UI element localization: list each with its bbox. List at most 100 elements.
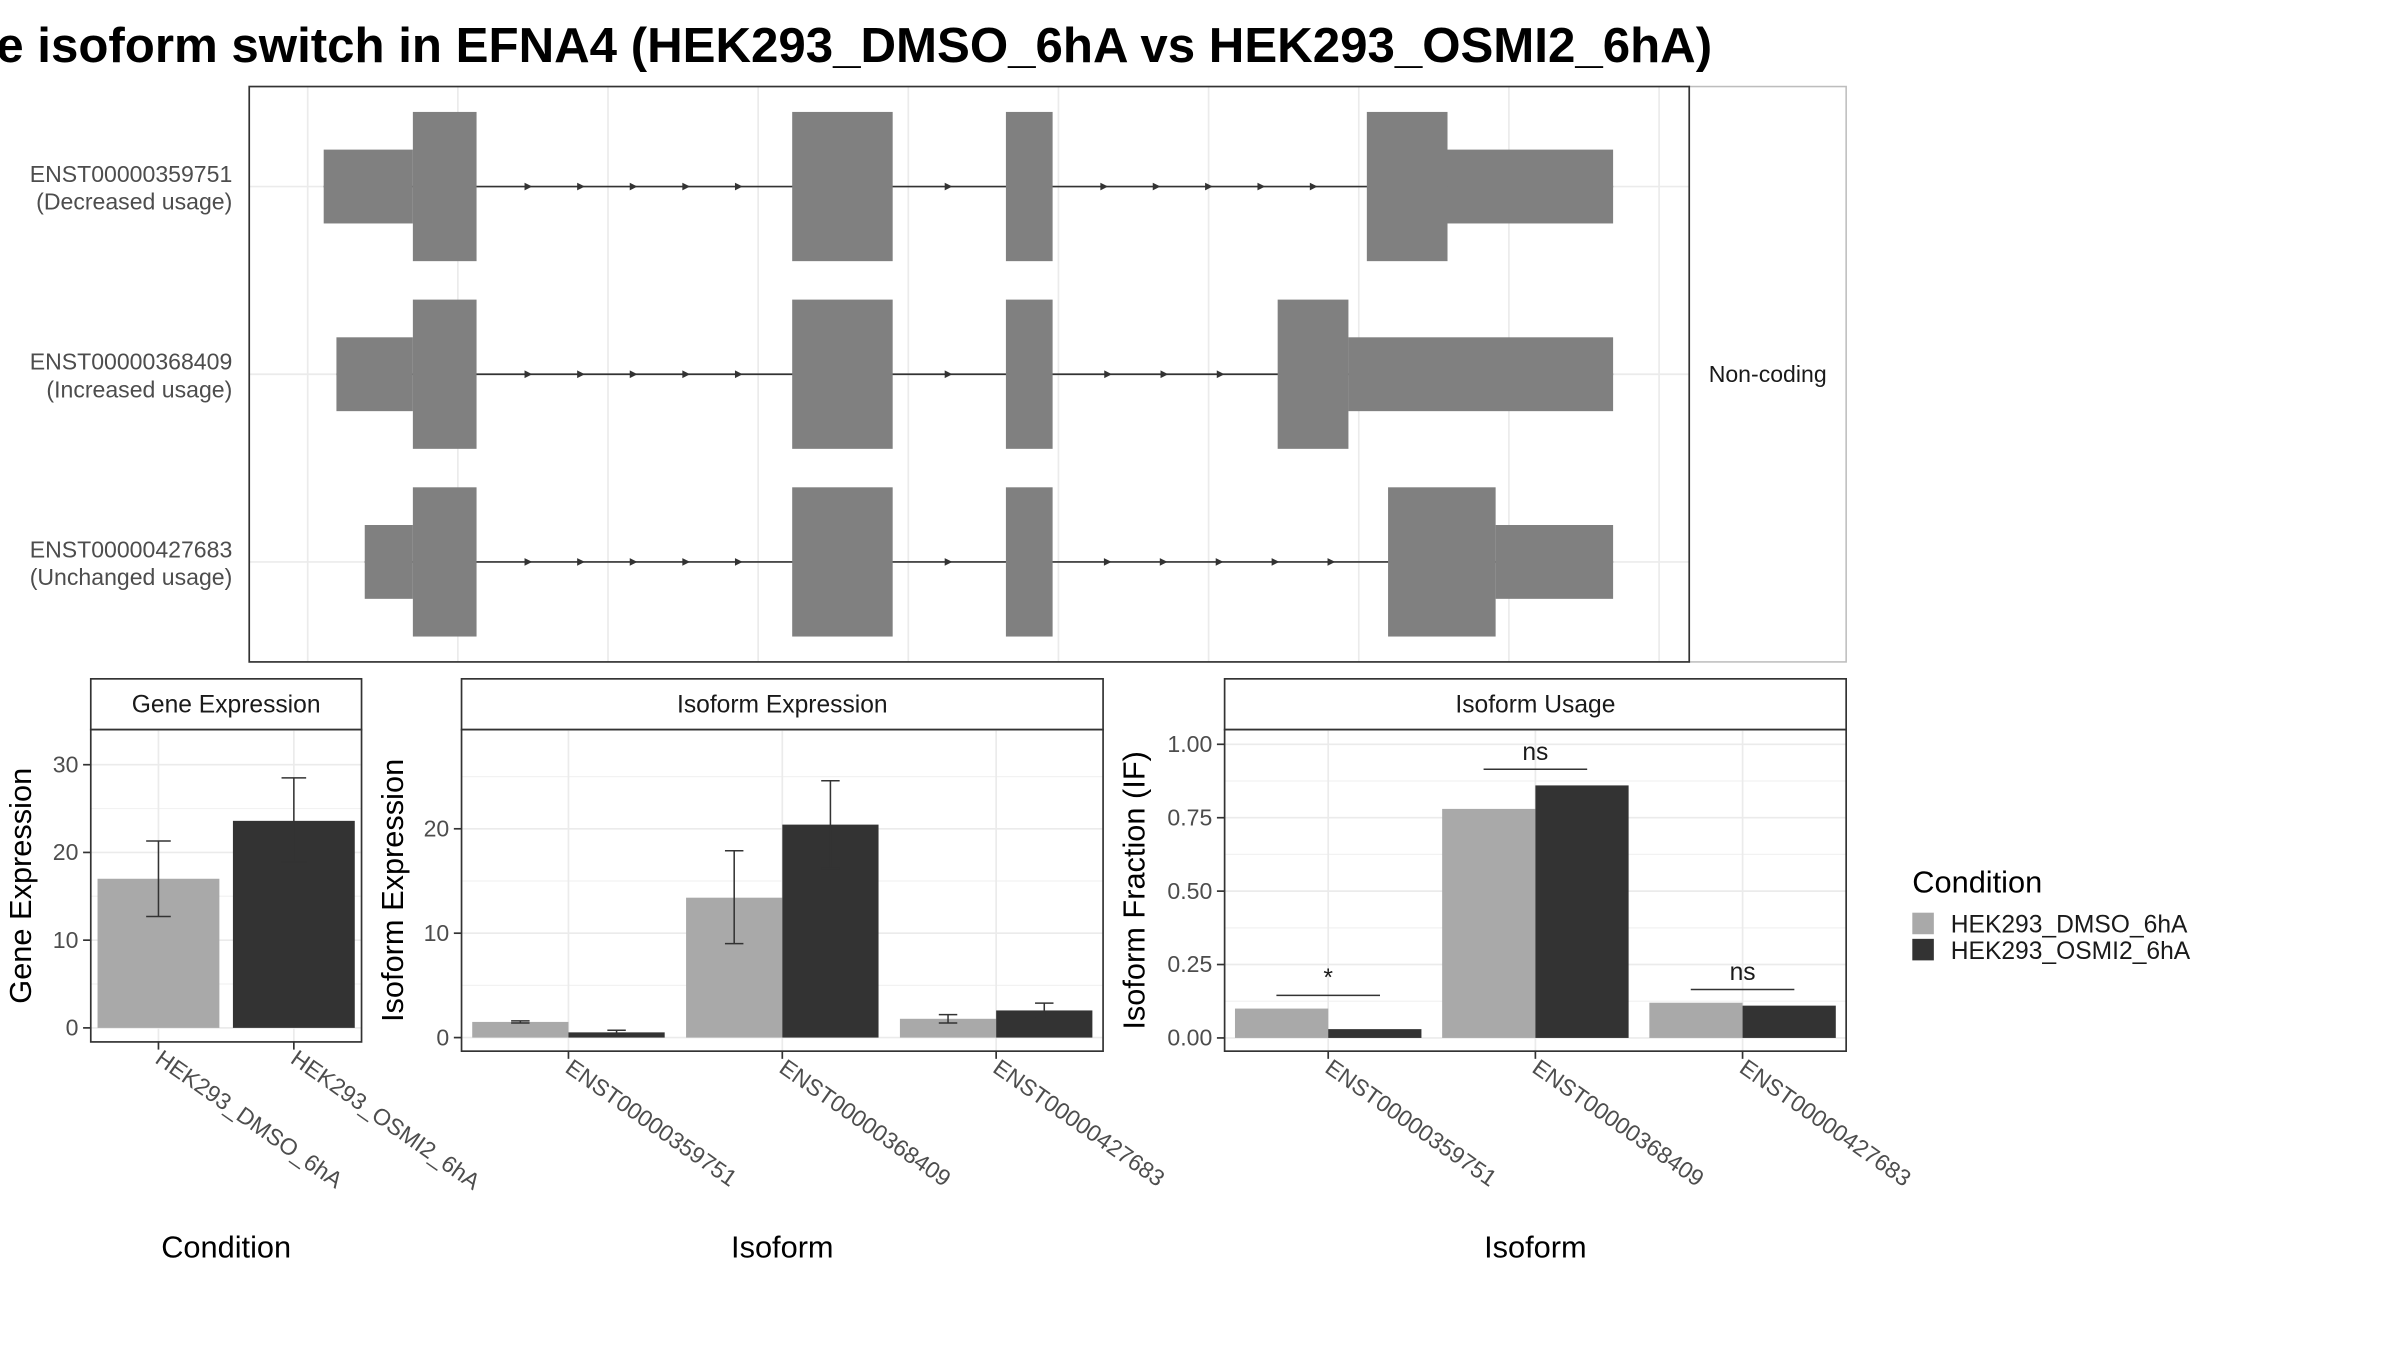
x-axis-title: Isoform — [731, 1229, 834, 1264]
intron-arrow — [629, 182, 638, 191]
exon-utr — [323, 149, 413, 224]
bar — [1328, 1029, 1422, 1038]
exon-utr — [364, 525, 413, 599]
exon-utr — [1495, 525, 1614, 599]
intron-arrow — [524, 558, 533, 566]
panel-strip — [460, 678, 1104, 731]
x-tick-label: ENST00000359751 — [561, 1054, 742, 1192]
intron-arrow — [1159, 558, 1168, 566]
y-tick-label: 0.25 — [1167, 951, 1212, 977]
intron-arrow — [577, 558, 585, 566]
intron-arrow — [1104, 370, 1112, 379]
intron-arrow — [1152, 182, 1161, 191]
panel-frame — [89, 728, 363, 1043]
x-tick-label: ENST00000359751 — [1321, 1054, 1502, 1192]
intron-arrow — [577, 370, 585, 379]
strip-label: Non-coding — [1709, 361, 1827, 387]
panel-strip-label: Isoform Usage — [1455, 692, 1615, 719]
gene-expression-panel: Gene Expression0102030HEK293_DMSO_6hAHEK… — [3, 678, 486, 1264]
intron-arrow — [682, 370, 691, 379]
intron-arrow — [944, 558, 953, 566]
transcript-usage-label: (Decreased usage) — [36, 189, 232, 215]
intron-arrow — [1205, 182, 1213, 191]
legend-swatch — [1912, 938, 1934, 961]
significance-label: * — [1323, 965, 1333, 992]
y-tick-label: 0 — [436, 1024, 449, 1050]
intron-arrow — [524, 370, 533, 379]
bar — [1234, 1008, 1329, 1038]
y-tick-label: 0.50 — [1167, 878, 1212, 904]
intron-arrow — [682, 558, 691, 566]
isoform-usage-panel: Isoform Usage 0.00 0.25 0.50 0.75 1.00 * ns ns EN… — [1117, 678, 1916, 1264]
y-tick-label: 10 — [53, 927, 79, 953]
bar — [1742, 1005, 1836, 1038]
legend-item-label: HEK293_DMSO_6hA — [1951, 912, 2188, 939]
panel-strip-label: Isoform Expression — [677, 692, 888, 719]
transcript-usage-label: (Increased usage) — [46, 376, 232, 402]
structure-frame — [248, 85, 1691, 663]
exon-cds — [1005, 487, 1053, 637]
intron-arrow — [1309, 182, 1318, 191]
bar — [1535, 785, 1629, 1038]
transcript-id-label: ENST00000359751 — [30, 161, 233, 187]
x-tick-label: ENST00000427683 — [989, 1054, 1170, 1192]
x-axis-title: Condition — [161, 1229, 291, 1264]
strip-box — [1688, 85, 1847, 663]
legend-swatch — [1912, 912, 1934, 935]
intron-arrow — [1271, 558, 1280, 566]
x-tick-label: ENST00000368409 — [775, 1054, 956, 1192]
y-axis-title: Isoform Expression — [375, 759, 410, 1022]
y-tick-label: 10 — [424, 920, 450, 946]
exon-cds — [792, 487, 893, 637]
intron-arrow — [944, 182, 953, 191]
exon-cds — [792, 111, 893, 262]
gene-structure-panel: Non-coding ENST00000359751(Decreased usag… — [30, 85, 1847, 663]
intron-arrow — [1257, 182, 1266, 191]
x-tick-label: ENST00000427683 — [1735, 1054, 1916, 1192]
y-axis-title: Isoform Fraction (IF) — [1117, 751, 1152, 1029]
intron-arrow — [1160, 370, 1169, 379]
exon-cds — [412, 487, 477, 637]
y-tick-label: 20 — [424, 815, 450, 841]
figure-title: ne isoform switch in EFNA4 (HEK293_DMSO_… — [0, 18, 1712, 73]
intron-arrow — [1215, 558, 1224, 566]
bar — [899, 1018, 997, 1038]
exon-cds — [792, 299, 893, 449]
panel-strip-label: Gene Expression — [132, 692, 321, 719]
exon-cds — [412, 111, 477, 262]
transcript-id-label: ENST00000427683 — [30, 536, 233, 562]
significance-label: ns — [1730, 959, 1756, 986]
legend-item-label: HEK293_OSMI2_6hA — [1951, 938, 2191, 965]
intron-arrow — [682, 182, 691, 191]
y-tick-label: 0 — [66, 1015, 79, 1041]
exon-cds — [1005, 299, 1053, 449]
exon-cds — [1366, 111, 1448, 262]
intron-arrow — [1327, 558, 1336, 566]
y-tick-label: 1.00 — [1167, 731, 1212, 757]
x-tick-label: ENST00000368409 — [1528, 1054, 1709, 1192]
bar — [1649, 1002, 1743, 1038]
transcript-id-label: ENST00000368409 — [30, 349, 233, 375]
exon-cds — [1005, 111, 1053, 262]
intron-arrow — [524, 182, 533, 191]
y-tick-label: 0.00 — [1167, 1025, 1212, 1051]
bar — [472, 1021, 569, 1038]
intron-arrow — [734, 182, 743, 191]
intron-arrow — [629, 370, 638, 379]
x-axis-title: Isoform — [1484, 1229, 1587, 1264]
exon-utr — [1348, 337, 1614, 412]
y-tick-label: 0.75 — [1167, 804, 1212, 830]
transcript-usage-label: (Unchanged usage) — [30, 564, 233, 590]
exon-utr — [1447, 149, 1614, 224]
exon-utr — [336, 337, 413, 412]
exon-cds — [412, 299, 477, 449]
bar — [1442, 808, 1536, 1038]
significance-label: ns — [1522, 739, 1548, 766]
intron-arrow — [734, 558, 743, 566]
intron-arrow — [734, 370, 743, 379]
exon-cds — [1388, 487, 1496, 637]
intron-arrow — [1216, 370, 1225, 379]
legend-title: Condition — [1912, 865, 2042, 900]
